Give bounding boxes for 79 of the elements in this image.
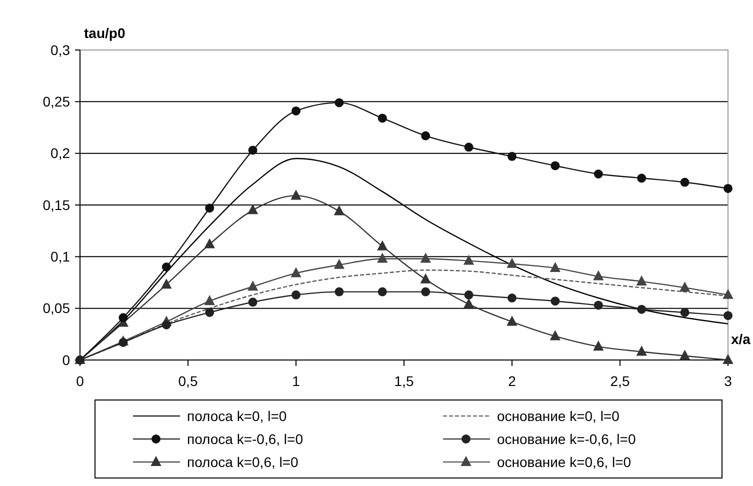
- x-tick-label: 2: [508, 373, 516, 389]
- legend-label: полоса k=0, l=0: [187, 408, 287, 424]
- point: [594, 300, 603, 310]
- point: [550, 330, 560, 340]
- point: [334, 287, 344, 296]
- point: [594, 170, 603, 178]
- point: [248, 204, 258, 214]
- point: [292, 290, 300, 300]
- legend-label: основание k=-0,6, l=0: [497, 430, 636, 447]
- legend-label: основание k=0, l=0: [497, 408, 620, 424]
- y-tick-label: 0,2: [50, 145, 70, 162]
- point: [723, 289, 733, 299]
- point: [118, 313, 128, 322]
- point: [464, 255, 474, 265]
- point: [464, 142, 474, 152]
- point: [550, 262, 560, 272]
- point: [680, 308, 690, 317]
- point: [377, 240, 388, 250]
- point: [292, 106, 300, 116]
- point: [464, 298, 474, 308]
- x-axis-title: x/a: [731, 331, 751, 347]
- point: [334, 98, 344, 108]
- y-tick-label: 0,1: [50, 248, 70, 265]
- point: [204, 296, 215, 306]
- point: [420, 274, 431, 284]
- point: [680, 178, 690, 187]
- point: [378, 287, 387, 296]
- point: [118, 338, 128, 347]
- point: [508, 294, 516, 302]
- point: [334, 206, 344, 216]
- point: [680, 350, 690, 360]
- point: [724, 311, 732, 320]
- point: [334, 259, 344, 269]
- x-tick-label: 1: [292, 373, 300, 389]
- point: [508, 152, 516, 161]
- legend-label: полоса k=0,6, l=0: [187, 454, 299, 470]
- point: [248, 146, 258, 155]
- point: [507, 258, 517, 268]
- legend-label: полоса k=-0,6, l=0: [187, 430, 304, 447]
- y-tick-label: 0,3: [50, 42, 70, 58]
- point: [291, 268, 301, 278]
- point: [421, 131, 430, 140]
- y-tick-label: 0: [62, 352, 70, 368]
- point: [248, 281, 258, 291]
- x-tick-label: 3: [724, 373, 732, 389]
- x-tick-label: 1,5: [394, 373, 414, 389]
- point: [291, 190, 301, 200]
- point: [205, 204, 214, 213]
- point: [637, 174, 646, 183]
- point: [378, 114, 387, 123]
- point: [204, 238, 215, 248]
- point: [593, 270, 604, 280]
- point: [680, 282, 690, 292]
- point: [377, 253, 388, 263]
- point: [421, 287, 430, 296]
- point: [593, 341, 604, 351]
- point: [636, 276, 647, 286]
- point: [464, 290, 474, 300]
- point: [724, 184, 732, 193]
- x-tick-label: 0,5: [178, 373, 198, 389]
- point: [636, 346, 647, 356]
- point: [162, 320, 171, 330]
- legend-label: основание k=0,6, l=0: [497, 454, 632, 470]
- y-tick-label: 0,05: [42, 300, 70, 316]
- point: [161, 279, 172, 289]
- point: [507, 316, 517, 326]
- point: [162, 262, 171, 272]
- y-tick-label: 0,25: [42, 94, 70, 110]
- point: [637, 304, 646, 314]
- x-tick-label: 2,5: [610, 373, 630, 389]
- point: [723, 354, 733, 364]
- point: [550, 161, 560, 170]
- point: [420, 253, 431, 263]
- point: [248, 298, 258, 307]
- point: [550, 296, 560, 306]
- point: [205, 308, 214, 317]
- x-tick-label: 0: [76, 373, 84, 389]
- y-axis-title: tau/p0: [84, 25, 126, 41]
- y-tick-label: 0,15: [42, 196, 70, 213]
